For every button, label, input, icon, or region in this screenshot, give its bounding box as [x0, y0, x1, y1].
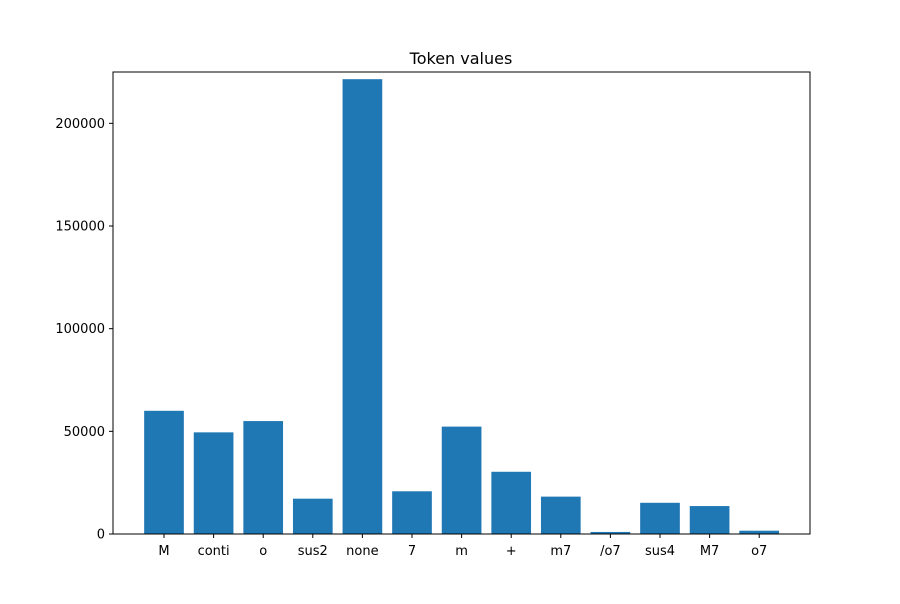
x-tick-label: m7	[550, 544, 571, 559]
x-tick-label: M	[158, 544, 169, 559]
bar-7	[491, 471, 532, 534]
bar-5	[392, 491, 432, 534]
x-tick-label: +	[506, 544, 517, 559]
x-tick-label: 7	[408, 544, 416, 559]
y-tick-label: 50000	[64, 425, 105, 440]
y-axis-ticks: 0 50000 100000 150000 200000	[55, 117, 113, 543]
bar-10	[640, 502, 680, 534]
bar-1	[193, 432, 234, 534]
bar-4	[342, 79, 383, 534]
bar-9	[590, 531, 631, 534]
y-tick-label: 100000	[55, 322, 105, 337]
bars-layer	[144, 79, 780, 534]
x-tick-label: M7	[700, 544, 720, 559]
x-tick-label: m	[455, 544, 468, 559]
bar-6	[441, 426, 482, 534]
x-tick-label: none	[346, 544, 378, 559]
bar-2	[243, 421, 284, 534]
x-tick-label: sus2	[298, 544, 328, 559]
x-tick-label: o	[259, 544, 267, 559]
y-tick-label: 0	[97, 528, 105, 543]
y-tick-label: 200000	[55, 117, 105, 132]
bar-11	[689, 506, 730, 534]
y-tick-label: 150000	[55, 220, 105, 235]
bar-8	[540, 496, 581, 534]
bar-12	[739, 530, 780, 534]
x-tick-label: o7	[751, 544, 767, 559]
x-tick-label: /o7	[600, 544, 621, 559]
x-tick-label: sus4	[645, 544, 675, 559]
x-tick-label: conti	[198, 544, 230, 559]
plot-frame	[112, 71, 811, 535]
chart-title: Token values	[409, 49, 513, 68]
bar-0	[144, 410, 184, 534]
bar-3	[292, 498, 333, 534]
